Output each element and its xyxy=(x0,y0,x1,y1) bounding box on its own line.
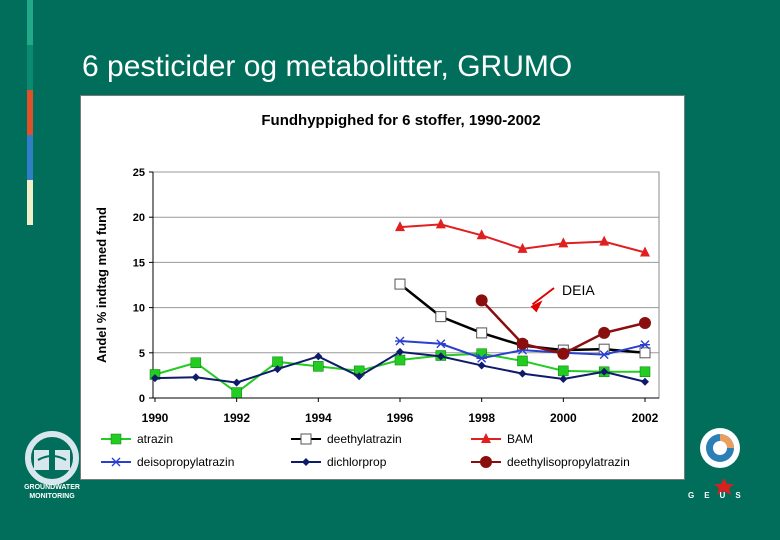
data-point-deethylatrazin-2002 xyxy=(639,347,651,359)
data-point-dichlorprop-1999 xyxy=(518,369,527,378)
data-point-dichlorprop-1993 xyxy=(273,365,282,374)
data-point-deisopropylatrazin-1996 xyxy=(395,336,405,346)
data-point-deethylatrazin-1997 xyxy=(435,311,447,323)
data-point-BAM-1997 xyxy=(435,218,446,229)
accent-bar-darkgreen xyxy=(27,45,33,90)
data-point-deethylatrazin-1996 xyxy=(394,278,406,290)
accent-bar-cream xyxy=(27,180,33,225)
logo-left-line1: GROUNDWATER xyxy=(24,484,80,491)
x-tick-label-1994: 1994 xyxy=(305,411,332,425)
legend-label-deethylisopropylatrazin: deethylisopropylatrazin xyxy=(507,455,630,469)
data-point-deethylisopropylatrazin-2002 xyxy=(639,316,651,329)
data-point-deethylisopropylatrazin-1998 xyxy=(475,294,488,307)
line-chart: Fundhyppighed for 6 stoffer, 1990-2002 0 5… xyxy=(94,112,660,469)
geus-logo xyxy=(700,428,740,495)
x-tick-label-1992: 1992 xyxy=(223,411,250,425)
data-point-BAM-1999 xyxy=(517,242,528,253)
chart-frame: Fundhyppighed for 6 stoffer, 1990-2002 0 5… xyxy=(80,95,685,480)
legend-item-atrazin: atrazin xyxy=(101,432,173,446)
data-point-dichlorprop-1992 xyxy=(232,378,241,387)
x-tick-label-1998: 1998 xyxy=(468,411,495,425)
data-point-dichlorprop-2000 xyxy=(559,375,568,384)
y-tick-label-15: 15 xyxy=(133,257,145,269)
data-point-dichlorprop-2002 xyxy=(641,377,649,386)
legend-swatch-marker xyxy=(481,433,491,443)
y-tick-label-5: 5 xyxy=(139,348,145,360)
legend-swatch-marker xyxy=(302,458,310,466)
data-point-deethylisopropylatrazin-2000 xyxy=(557,347,570,360)
legend-label-BAM: BAM xyxy=(507,432,533,446)
data-point-dichlorprop-1997 xyxy=(436,352,445,361)
data-point-dichlorprop-1996 xyxy=(396,347,404,356)
data-point-atrazin-2002 xyxy=(639,366,651,378)
y-tick-label-0: 0 xyxy=(139,393,145,405)
y-axis-label: Andel % indtag med fund xyxy=(94,207,109,363)
series-dichlorprop xyxy=(151,347,649,387)
data-point-deisopropylatrazin-1997 xyxy=(435,339,446,349)
legend-label-deethylatrazin: deethylatrazin xyxy=(327,432,402,446)
accent-bar-green xyxy=(27,0,33,45)
data-point-atrazin-1996 xyxy=(394,354,406,366)
data-point-atrazin-1991 xyxy=(190,357,202,368)
y-tick-label-10: 10 xyxy=(133,303,145,315)
chart-title: Fundhyppighed for 6 stoffer, 1990-2002 xyxy=(261,112,540,129)
legend-item-deethylatrazin: deethylatrazin xyxy=(291,432,402,446)
legend-swatch-marker xyxy=(300,433,312,445)
data-point-dichlorprop-1998 xyxy=(477,361,486,370)
data-point-deethylatrazin-1998 xyxy=(476,327,488,339)
y-tick-label-20: 20 xyxy=(133,212,145,224)
y-tick-label-25: 25 xyxy=(133,167,145,179)
legend-item-deethylisopropylatrazin: deethylisopropylatrazin xyxy=(471,455,630,469)
x-tick-label-2002: 2002 xyxy=(632,411,659,425)
annotation-arrowhead xyxy=(530,300,543,313)
data-point-BAM-2002 xyxy=(640,246,650,257)
legend-item-deisopropylatrazin: deisopropylatrazin xyxy=(101,455,234,469)
legend-item-BAM: BAM xyxy=(471,432,533,446)
data-point-dichlorprop-1991 xyxy=(191,373,200,382)
data-point-atrazin-1999 xyxy=(517,355,528,367)
accent-bar-blue xyxy=(27,135,33,180)
data-point-dichlorprop-1995 xyxy=(355,372,364,381)
legend-swatch-marker xyxy=(110,433,122,445)
data-point-deethylisopropylatrazin-2001 xyxy=(598,326,611,339)
data-point-dichlorprop-1990 xyxy=(151,374,159,383)
x-tick-label-2000: 2000 xyxy=(550,411,577,425)
data-point-deisopropylatrazin-2002 xyxy=(640,340,650,350)
data-point-atrazin-1994 xyxy=(313,361,324,372)
data-point-dichlorprop-2001 xyxy=(600,367,609,376)
data-point-deisopropylatrazin-1998 xyxy=(476,353,487,363)
legend-label-atrazin: atrazin xyxy=(137,432,173,446)
data-point-BAM-2001 xyxy=(599,235,610,246)
accent-bar-red xyxy=(27,90,33,135)
series-deethylisopropylatrazin xyxy=(475,294,651,360)
data-point-atrazin-2000 xyxy=(558,365,569,377)
data-point-deethylisopropylatrazin-1999 xyxy=(516,337,529,350)
series-BAM xyxy=(395,218,650,257)
legend-label-deisopropylatrazin: deisopropylatrazin xyxy=(137,455,234,469)
legend-label-dichlorprop: dichlorprop xyxy=(327,455,387,469)
legend-swatch-marker xyxy=(480,456,492,468)
geus-wordmark: GEUS xyxy=(688,491,751,500)
annotation-arrow xyxy=(531,287,555,306)
x-tick-label-1996: 1996 xyxy=(387,411,414,425)
slide-title: 6 pesticider og metabolitter, GRUMO xyxy=(82,50,573,83)
data-point-BAM-1998 xyxy=(476,229,487,240)
data-point-deethylatrazin-2001 xyxy=(598,343,610,355)
legend-item-dichlorprop: dichlorprop xyxy=(291,455,387,469)
data-point-BAM-1996 xyxy=(395,221,405,232)
data-point-deisopropylatrazin-2001 xyxy=(599,350,610,360)
logo-left-line2: MONITORING xyxy=(29,493,75,500)
data-point-BAM-2000 xyxy=(558,237,569,248)
data-point-dichlorprop-1994 xyxy=(314,352,323,361)
legend-swatch-marker xyxy=(111,457,121,467)
groundwater-monitoring-logo xyxy=(25,431,79,485)
data-point-atrazin-1992 xyxy=(231,387,242,398)
annotation-label: DEIA xyxy=(562,282,595,298)
x-tick-label-1990: 1990 xyxy=(142,411,169,425)
